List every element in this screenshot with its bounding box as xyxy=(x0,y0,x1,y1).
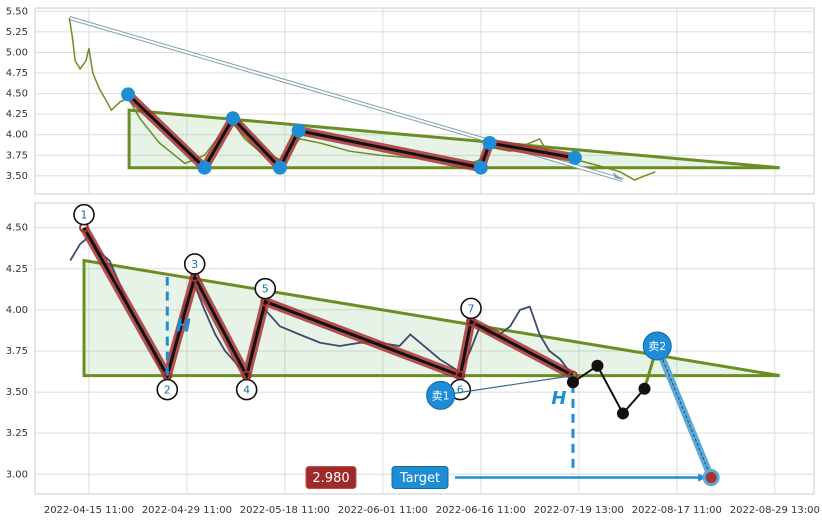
pattern-point xyxy=(197,160,212,175)
y-tick-label: 5.50 xyxy=(6,6,28,17)
plot-layer xyxy=(68,15,780,182)
pattern-point xyxy=(272,160,287,175)
point-label-circle xyxy=(460,297,482,320)
y-tick-label: 4.25 xyxy=(6,264,28,275)
sell-label: 卖2 xyxy=(648,340,666,353)
point-label: 1 xyxy=(80,209,87,222)
point-label: 4 xyxy=(243,384,250,397)
point-label-circle xyxy=(254,277,277,300)
height-label: H xyxy=(551,388,566,409)
pattern-point xyxy=(121,87,136,102)
sell-arrow xyxy=(440,375,574,396)
pattern-point xyxy=(482,135,497,150)
height-label: H xyxy=(176,315,191,336)
y-tick-label: 3.75 xyxy=(6,346,28,357)
point-label-circle xyxy=(156,378,179,401)
plot-layer: 1 2 3 4 5 6 7 H H 卖1 卖2 2.980 Target xyxy=(69,203,780,490)
point-label: 7 xyxy=(468,302,475,315)
price-box-label: 2.980 xyxy=(312,471,349,486)
target-path-inner xyxy=(656,345,712,478)
projection-line xyxy=(572,364,646,416)
projection-point xyxy=(638,382,651,395)
y-tick-label: 4.50 xyxy=(6,223,28,234)
y-tick-label: 3.25 xyxy=(6,428,28,439)
point-label: 6 xyxy=(457,384,464,397)
target-point xyxy=(702,469,720,487)
y-tick-label: 5.00 xyxy=(6,47,28,58)
y-tick-label: 4.00 xyxy=(6,130,28,141)
x-tick-label: 2022-04-29 11:00 xyxy=(142,505,232,516)
projection-point xyxy=(566,376,579,389)
point-label: 2 xyxy=(164,384,171,397)
x-tick-label: 2022-06-01 11:00 xyxy=(338,505,428,516)
y-tick-label: 3.75 xyxy=(6,150,28,161)
x-tick-label: 2022-04-15 11:00 xyxy=(44,505,134,516)
target-box-label: Target xyxy=(399,471,440,486)
y-tick-label: 3.00 xyxy=(6,469,28,480)
plot-area xyxy=(34,202,815,495)
x-tick-label: 2022-06-16 11:00 xyxy=(436,505,526,516)
point-label-circle xyxy=(73,203,95,226)
pattern-point xyxy=(291,123,306,138)
arrow-head xyxy=(612,172,623,181)
x-tick-label: 2022-08-29 13:00 xyxy=(730,505,820,516)
y-tick-label: 5.25 xyxy=(6,27,28,38)
y-tick-label: 4.75 xyxy=(6,68,28,79)
sell-point xyxy=(642,331,672,361)
pattern-point xyxy=(567,150,582,165)
plot-area xyxy=(34,7,815,195)
target-box xyxy=(391,466,449,490)
point-label: 5 xyxy=(262,283,269,296)
point-label-circle xyxy=(235,378,258,401)
sell-label: 卖1 xyxy=(432,389,450,402)
y-tick-label: 4.50 xyxy=(6,89,28,100)
y-tick-label: 4.00 xyxy=(6,305,28,316)
point-label: 3 xyxy=(191,258,198,271)
pattern-point xyxy=(225,111,240,126)
pattern-point xyxy=(473,160,488,175)
sell-point xyxy=(426,380,456,410)
projection-point xyxy=(591,359,604,372)
y-tick-label: 3.50 xyxy=(6,171,28,182)
y-tick-label: 3.50 xyxy=(6,387,28,398)
x-tick-label: 2022-05-18 11:00 xyxy=(240,505,330,516)
x-tick-label: 2022-07-19 13:00 xyxy=(534,505,624,516)
point-label-circle xyxy=(183,253,206,275)
projection-point xyxy=(616,407,629,420)
y-tick-label: 4.25 xyxy=(6,109,28,120)
price-box xyxy=(305,466,357,490)
x-tick-label: 2022-08-17 11:00 xyxy=(632,505,722,516)
pattern-line xyxy=(82,226,574,380)
